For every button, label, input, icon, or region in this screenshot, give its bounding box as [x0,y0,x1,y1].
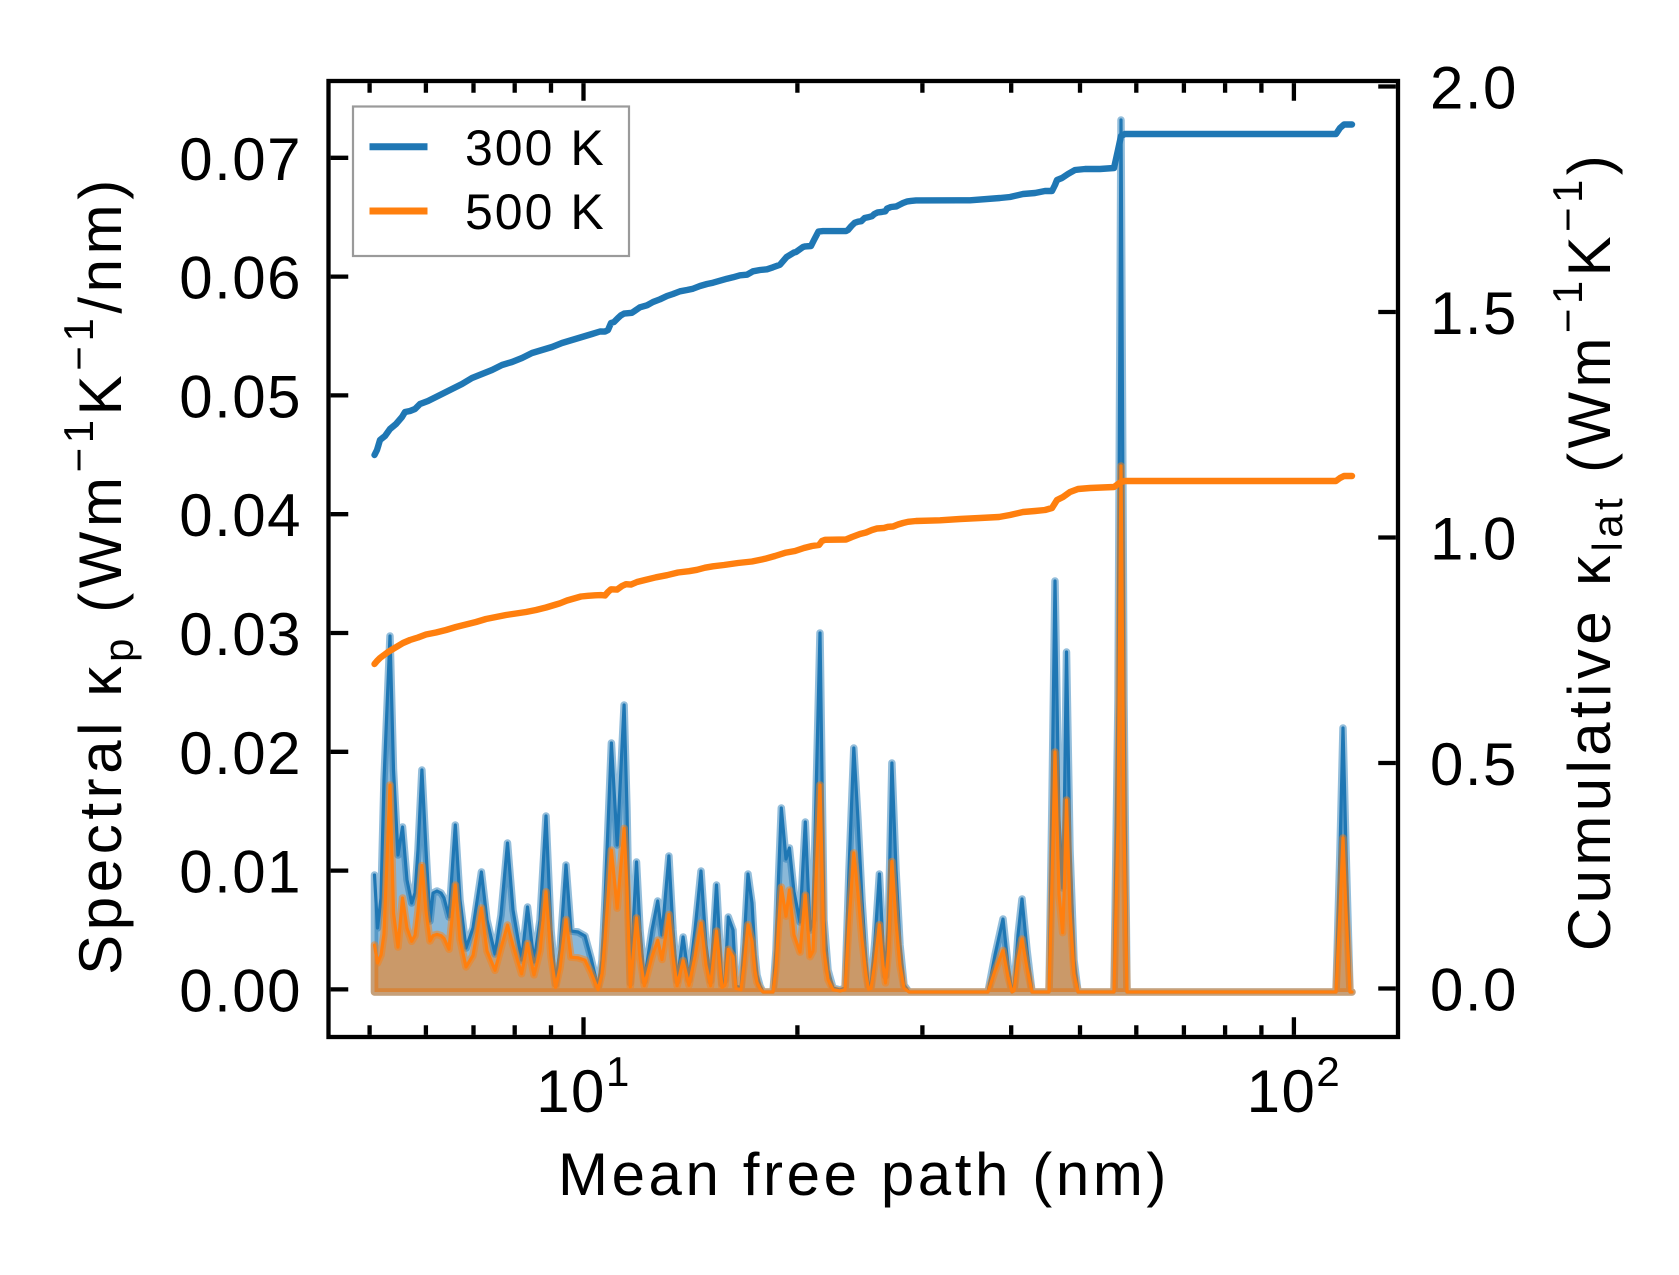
svg-text:101: 101 [536,1048,631,1125]
svg-text:Spectral κp (Wm−1K−1/nm): Spectral κp (Wm−1K−1/nm) [55,175,142,975]
svg-text:1.5: 1.5 [1430,280,1518,347]
svg-text:0.04: 0.04 [179,482,302,549]
svg-text:0.01: 0.01 [179,839,302,906]
svg-text:Cumulative κlat (Wm−1K−1): Cumulative κlat (Wm−1K−1) [1544,151,1631,951]
svg-text:300 K: 300 K [465,120,606,176]
svg-text:2.0: 2.0 [1430,55,1518,122]
svg-text:0.02: 0.02 [179,720,302,787]
svg-text:0.5: 0.5 [1430,731,1518,798]
svg-text:0.0: 0.0 [1430,957,1518,1024]
svg-text:Mean free path (nm): Mean free path (nm) [558,1141,1170,1208]
svg-text:0.05: 0.05 [179,363,302,430]
svg-text:0.07: 0.07 [179,126,302,193]
svg-text:0.00: 0.00 [179,957,302,1024]
svg-text:500 K: 500 K [465,184,606,240]
svg-text:1.0: 1.0 [1430,506,1518,573]
svg-text:0.03: 0.03 [179,601,302,668]
svg-text:0.06: 0.06 [179,245,302,312]
